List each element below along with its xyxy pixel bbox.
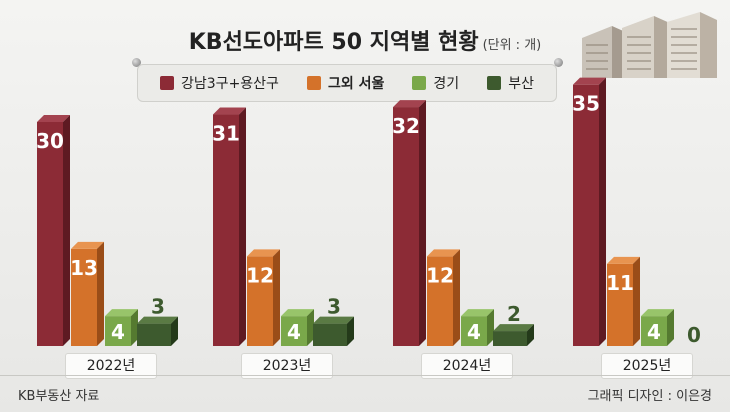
bar-top-2023-series-3 bbox=[313, 316, 354, 324]
bar-2025-series-1 bbox=[607, 263, 633, 346]
legend-swatch-gyeonggi bbox=[412, 76, 427, 90]
bar-side-2024-series-1 bbox=[453, 249, 460, 346]
bar-2023-series-1 bbox=[247, 256, 273, 346]
apartment-buildings-illustration bbox=[582, 12, 717, 78]
bar-side-2023-series-1 bbox=[273, 249, 280, 346]
year-label-2023: 2023년 bbox=[241, 353, 333, 379]
design-credit: 그래픽 디자인 : 이은경 bbox=[587, 389, 712, 404]
bar-side-2023-series-2 bbox=[307, 309, 314, 346]
value-label-2024-series-2: 4 bbox=[467, 320, 481, 344]
legend-label-gangnam: 강남3구+용산구 bbox=[181, 76, 279, 92]
legend-item-busan: 부산 bbox=[487, 73, 534, 93]
bar-side-2023-series-3 bbox=[347, 316, 354, 346]
legend-item-gyeonggi: 경기 bbox=[412, 73, 459, 93]
bar-2024-series-0 bbox=[393, 107, 419, 346]
value-label-2025-series-3: 0 bbox=[687, 323, 701, 347]
bar-side-2025-series-2 bbox=[667, 309, 674, 346]
bar-top-2022-series-2 bbox=[105, 309, 138, 317]
chart-title-block: KB선도아파트 50 지역별 현황 (단위 : 개) bbox=[0, 24, 730, 56]
bar-side-2022-series-3 bbox=[171, 316, 178, 346]
value-label-2022-series-1: 13 bbox=[70, 256, 98, 280]
legend-pin-right bbox=[554, 58, 563, 67]
bar-top-2023-series-1 bbox=[247, 249, 280, 257]
year-label-2024: 2024년 bbox=[421, 353, 513, 379]
value-label-2023-series-3: 3 bbox=[327, 295, 341, 319]
value-label-2023-series-1: 12 bbox=[246, 263, 274, 287]
bar-side-2022-series-2 bbox=[131, 309, 138, 346]
bar-top-2024-series-1 bbox=[427, 249, 460, 257]
bar-side-2022-series-0 bbox=[63, 115, 70, 346]
value-label-2025-series-2: 4 bbox=[647, 320, 661, 344]
source-note: KB부동산 자료 bbox=[18, 389, 100, 404]
bar-2022-series-2 bbox=[105, 316, 131, 346]
bar-side-2022-series-1 bbox=[97, 241, 104, 346]
year-label-2022: 2022년 bbox=[65, 353, 157, 379]
value-label-2024-series-3: 2 bbox=[507, 302, 521, 326]
value-label-2023-series-0: 31 bbox=[212, 122, 240, 146]
bar-top-2023-series-2 bbox=[281, 309, 314, 317]
bar-top-2022-series-1 bbox=[71, 241, 104, 249]
value-label-2023-series-2: 4 bbox=[287, 320, 301, 344]
bar-2024-series-1 bbox=[427, 256, 453, 346]
legend-label-busan: 부산 bbox=[508, 76, 534, 92]
value-label-2022-series-3: 3 bbox=[151, 295, 165, 319]
bar-top-2025-series-0 bbox=[573, 77, 606, 85]
legend-swatch-gangnam bbox=[160, 76, 175, 90]
legend-swatch-seoul-other bbox=[306, 76, 321, 90]
bar-2025-series-2 bbox=[641, 316, 667, 346]
bar-top-2025-series-1 bbox=[607, 256, 640, 264]
value-label-2022-series-0: 30 bbox=[36, 129, 64, 153]
bar-2023-series-0 bbox=[213, 114, 239, 347]
bar-side-2025-series-1 bbox=[633, 256, 640, 346]
legend: 강남3구+용산구 그외 서울 경기 부산 bbox=[137, 64, 557, 102]
bar-side-2024-series-2 bbox=[487, 309, 494, 346]
bar-2023-series-3 bbox=[313, 323, 347, 346]
legend-item-seoul-other: 그외 서울 bbox=[306, 73, 385, 93]
bar-2023-series-2 bbox=[281, 316, 307, 346]
bar-side-2025-series-0 bbox=[599, 77, 606, 347]
year-label-2025: 2025년 bbox=[601, 353, 693, 379]
legend-item-gangnam: 강남3구+용산구 bbox=[160, 73, 279, 93]
legend-label-seoul-other: 그외 서울 bbox=[327, 76, 385, 92]
value-label-2024-series-0: 32 bbox=[392, 114, 420, 138]
bar-2022-series-3 bbox=[137, 323, 171, 346]
legend-swatch-busan bbox=[487, 76, 502, 90]
value-label-2025-series-1: 11 bbox=[606, 271, 634, 295]
bar-top-2024-series-0 bbox=[393, 100, 426, 108]
unit-label: (단위 : 개) bbox=[482, 38, 542, 53]
bar-top-2025-series-2 bbox=[641, 309, 674, 317]
bar-2022-series-1 bbox=[71, 248, 97, 346]
bar-top-2023-series-0 bbox=[213, 107, 246, 115]
bar-2024-series-3 bbox=[493, 331, 527, 346]
bar-side-2024-series-3 bbox=[527, 324, 534, 346]
bar-2022-series-0 bbox=[37, 122, 63, 346]
bar-top-2022-series-3 bbox=[137, 316, 178, 324]
legend-label-gyeonggi: 경기 bbox=[433, 76, 460, 92]
bar-top-2024-series-2 bbox=[461, 309, 494, 317]
bar-side-2023-series-0 bbox=[239, 107, 246, 347]
value-label-2025-series-0: 35 bbox=[572, 92, 600, 116]
footer-divider bbox=[0, 375, 730, 376]
bar-side-2024-series-0 bbox=[419, 100, 426, 346]
legend-pin-left bbox=[132, 58, 141, 67]
bar-top-2022-series-0 bbox=[37, 115, 70, 122]
value-label-2022-series-2: 4 bbox=[111, 320, 125, 344]
chart-title: KB선도아파트 50 지역별 현황 bbox=[188, 30, 479, 55]
bar-top-2024-series-3 bbox=[493, 324, 534, 332]
bar-2024-series-2 bbox=[461, 316, 487, 346]
value-label-2024-series-1: 12 bbox=[426, 263, 454, 287]
bar-2025-series-0 bbox=[573, 84, 599, 347]
